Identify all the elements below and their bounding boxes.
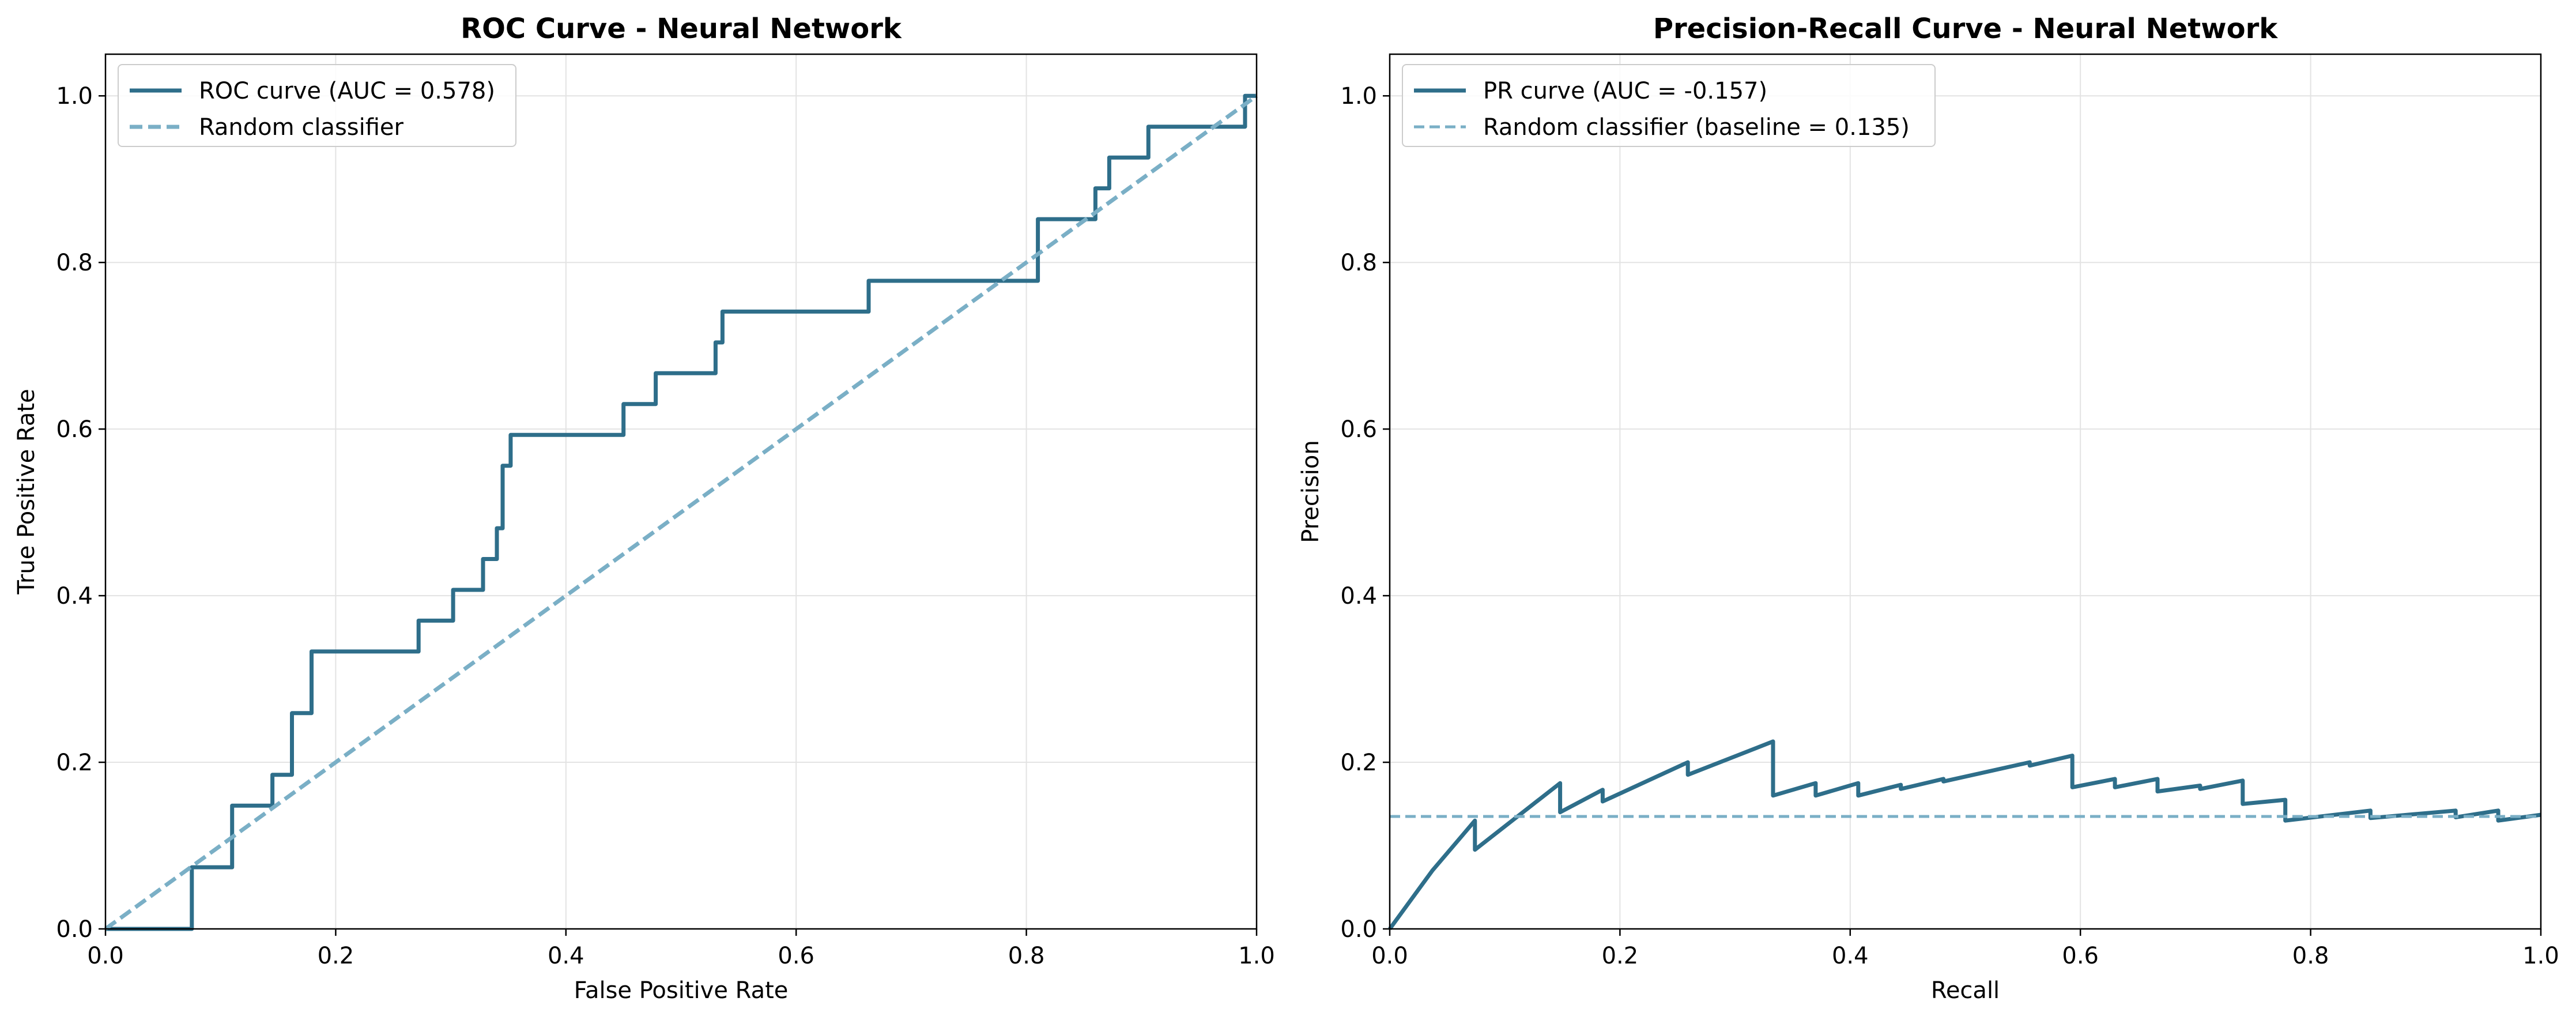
pr-y-tick-label: 0.6 [1340,416,1377,443]
roc-legend: ROC curve (AUC = 0.578) Random classifie… [118,64,516,147]
roc-series [104,93,1258,931]
roc-legend-label-random: Random classifier [199,114,404,141]
roc-y-tick-label: 0.8 [56,250,93,276]
roc-roc-curve-line [105,93,1257,931]
roc-x-tick-label: 0.2 [318,943,354,969]
pr-legend-label-pr: PR curve (AUC = -0.157) [1483,78,1767,104]
roc-x-tick-label: 1.0 [1238,943,1275,969]
pr-y-tick-label: 0.0 [1340,916,1377,943]
pr-x-tick-label: 0.0 [1371,943,1408,969]
roc-axes-frame [104,53,1258,930]
roc-legend-label-roc: ROC curve (AUC = 0.578) [199,78,495,104]
roc-ticks: 0.0 0.2 0.4 0.6 0.8 1.0 0.0 0.2 0.4 0.6 0.8 1.0 [56,83,1274,969]
roc-x-tick-label: 0.0 [87,943,124,969]
roc-y-tick-label: 0.6 [56,416,93,443]
roc-y-tick-label: 0.2 [56,750,93,776]
roc-y-tick-label: 0.0 [56,916,93,943]
roc-panel: 0.0 0.2 0.4 0.6 0.8 1.0 0.0 0.2 0.4 0.6 0.8 1.0 ROC… [13,13,1275,1004]
roc-x-tick-label: 0.4 [548,943,584,969]
roc-legend-box [118,64,516,147]
pr-x-axis-label: Recall [1931,977,2000,1004]
pr-panel: 0.0 0.2 0.4 0.6 0.8 1.0 0.0 0.2 0.4 0.6 0.8 1.0 Pre… [1298,13,2559,1004]
pr-y-tick-label: 0.8 [1340,250,1377,276]
roc-title: ROC Curve - Neural Network [461,13,902,45]
pr-y-axis-label: Precision [1298,440,1324,543]
roc-x-axis-label: False Positive Rate [574,977,789,1004]
roc-y-axis-label: True Positive Rate [13,389,40,594]
roc-y-tick-label: 1.0 [56,83,93,110]
pr-series [1388,739,2541,931]
roc-x-tick-label: 0.8 [1008,943,1045,969]
pr-ticks: 0.0 0.2 0.4 0.6 0.8 1.0 0.0 0.2 0.4 0.6 0.8 1.0 [1340,83,2559,969]
pr-x-tick-label: 0.6 [2062,943,2099,969]
pr-y-tick-label: 0.4 [1340,583,1377,609]
pr-legend-box [1402,64,1936,147]
roc-x-tick-label: 0.6 [778,943,814,969]
pr-x-tick-label: 0.2 [1602,943,1639,969]
pr-legend: PR curve (AUC = -0.157) Random classifie… [1402,64,1936,147]
pr-x-tick-label: 1.0 [2522,943,2559,969]
pr-axes-frame [1389,53,2542,930]
pr-title: Precision-Recall Curve - Neural Network [1653,13,2278,45]
pr-x-tick-label: 0.8 [2292,943,2329,969]
roc-random-classifier-line [104,94,1258,931]
pr-legend-label-baseline: Random classifier (baseline = 0.135) [1483,114,1910,141]
pr-y-tick-label: 0.2 [1340,750,1377,776]
pr-y-tick-label: 1.0 [1340,83,1377,110]
pr-x-tick-label: 0.4 [1832,943,1869,969]
roc-y-tick-label: 0.4 [56,583,93,609]
